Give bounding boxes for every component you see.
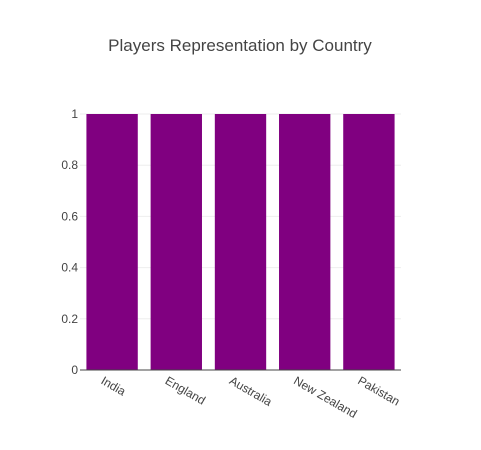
y-tick-label: 0 [71,363,78,377]
bars [86,114,395,370]
y-tick-label: 0.4 [61,261,78,275]
bar-australia[interactable] [214,114,267,370]
bar-england[interactable] [150,114,202,370]
y-tick-label: 0.8 [61,158,78,172]
y-tick-label: 0.6 [61,209,78,223]
x-tick-label: India [99,373,129,398]
chart-title: Players Representation by Country [108,36,372,55]
y-tick-label: 1 [71,107,78,121]
x-tick-label: New Zealand [291,373,359,420]
y-axis-ticks: 0 0.2 0.4 0.6 0.8 1 [61,107,78,377]
x-tick-label: England [163,373,208,407]
y-tick-label: 0.2 [61,312,78,326]
x-tick-label: Pakistan [355,373,402,408]
bar-new-zealand[interactable] [279,114,331,370]
bar-india[interactable] [86,114,138,370]
bar-pakistan[interactable] [343,114,395,370]
x-tick-label: Australia [227,373,275,409]
